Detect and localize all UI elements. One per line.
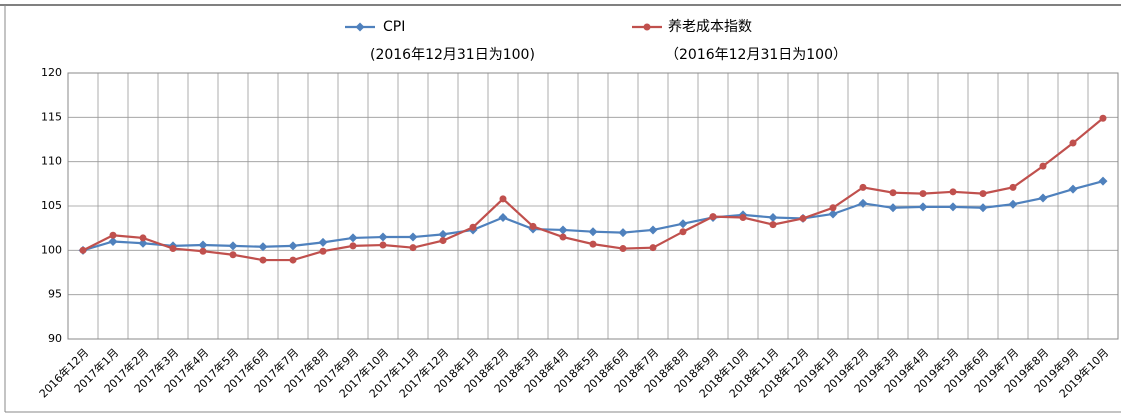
marker <box>499 195 507 203</box>
marker <box>259 256 267 264</box>
marker <box>858 198 868 208</box>
marker <box>1098 176 1108 186</box>
series-line <box>82 117 1104 262</box>
marker <box>228 241 238 251</box>
marker <box>828 209 838 219</box>
marker <box>469 223 477 231</box>
marker <box>498 213 508 223</box>
marker <box>888 203 898 213</box>
y-tick-label: 90 <box>48 332 62 345</box>
marker <box>558 225 568 235</box>
marker <box>79 246 87 254</box>
marker <box>978 203 988 213</box>
marker <box>919 190 927 198</box>
marker <box>1068 184 1078 194</box>
legend-label: 养老成本指数 <box>668 19 752 35</box>
y-tick-label: 95 <box>48 288 62 301</box>
marker <box>198 240 208 250</box>
y-tick-label: 100 <box>41 243 62 256</box>
marker <box>109 231 117 239</box>
marker <box>138 238 148 248</box>
y-tick-label: 120 <box>41 66 62 79</box>
marker <box>769 221 777 229</box>
marker <box>529 222 537 230</box>
marker <box>288 241 298 251</box>
marker <box>619 245 627 253</box>
marker <box>139 234 147 242</box>
marker <box>949 188 957 196</box>
y-tick-label: 115 <box>41 110 62 123</box>
marker <box>408 232 418 242</box>
marker <box>948 202 958 212</box>
marker <box>559 233 567 241</box>
marker <box>1099 114 1107 122</box>
marker <box>918 202 928 212</box>
marker <box>199 247 207 255</box>
marker <box>799 214 807 222</box>
marker <box>229 251 237 259</box>
marker <box>709 213 717 221</box>
marker <box>1038 193 1048 203</box>
marker <box>739 214 747 222</box>
marker <box>588 227 598 237</box>
marker <box>979 190 987 198</box>
marker <box>379 241 387 249</box>
marker <box>378 232 388 242</box>
legend-marker <box>355 22 365 32</box>
marker <box>318 237 328 247</box>
marker <box>258 242 268 252</box>
marker <box>439 237 447 245</box>
legend-marker <box>643 23 651 31</box>
marker <box>1069 139 1077 147</box>
marker <box>679 228 687 236</box>
marker <box>889 189 897 197</box>
marker <box>589 240 597 248</box>
marker <box>409 244 417 252</box>
marker <box>169 245 177 253</box>
legend-note: (2016年12月31日为100) <box>370 47 535 63</box>
marker <box>768 213 778 223</box>
marker <box>829 204 837 212</box>
marker <box>108 236 118 246</box>
marker <box>678 219 688 229</box>
marker <box>648 225 658 235</box>
marker <box>1039 162 1047 170</box>
y-tick-label: 105 <box>41 199 62 212</box>
legend-label: CPI <box>383 19 405 35</box>
marker <box>1008 199 1018 209</box>
plot-border <box>67 72 1119 340</box>
marker <box>1009 183 1017 191</box>
marker <box>649 244 657 252</box>
marker <box>859 183 867 191</box>
marker <box>319 247 327 255</box>
marker <box>348 233 358 243</box>
marker <box>349 242 357 250</box>
marker <box>438 229 448 239</box>
y-tick-label: 110 <box>41 155 62 168</box>
marker <box>289 256 297 264</box>
legend-note: （2016年12月31日为100） <box>665 47 847 63</box>
marker <box>618 228 628 238</box>
